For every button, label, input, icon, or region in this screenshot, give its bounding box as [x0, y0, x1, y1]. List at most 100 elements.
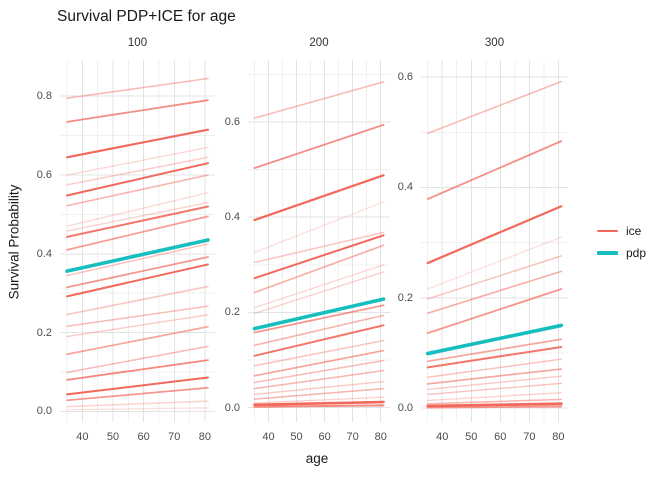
ice-line	[426, 205, 563, 265]
ice-line	[66, 325, 209, 356]
pdp-line-swatch	[597, 251, 618, 255]
ice-line	[253, 81, 385, 119]
ice-line	[65, 128, 210, 159]
chart-title: Survival PDP+ICE for age	[57, 8, 236, 25]
ice-line	[66, 205, 209, 238]
facet-label-300: 300	[484, 37, 505, 49]
ice-line	[426, 405, 563, 409]
x-tick-label: 60	[318, 431, 331, 443]
legend-label-pdp: pdp	[626, 246, 647, 260]
ice-line	[66, 285, 209, 316]
legend-item-ice: ice	[597, 220, 646, 242]
ice-line	[66, 359, 209, 381]
y-tick-label: 0.8	[36, 90, 52, 103]
pdp-line	[65, 238, 210, 273]
y-tick-label: 0.4	[397, 181, 413, 194]
x-tick-label: 50	[465, 431, 478, 443]
x-tick-label: 50	[290, 431, 303, 443]
x-tick-label: 60	[494, 431, 507, 443]
y-tick-label: 0.6	[397, 71, 413, 84]
pdp-line	[425, 323, 564, 356]
ice-line	[426, 140, 563, 200]
ice-line	[253, 174, 385, 222]
ice-line	[66, 256, 209, 289]
ice-line	[66, 345, 209, 374]
ice-line	[66, 99, 209, 123]
ice-line	[253, 314, 385, 347]
y-tick-label: 0.0	[36, 405, 52, 418]
x-tick-label: 80	[198, 431, 212, 443]
ice-line	[66, 174, 209, 207]
ice-line	[66, 215, 209, 251]
ice-line	[426, 270, 563, 315]
y-tick-label: 0.4	[224, 211, 240, 224]
ice-line	[253, 324, 385, 357]
ice-line	[253, 304, 385, 334]
x-tick-label: 70	[523, 431, 536, 443]
ice-line	[426, 255, 563, 300]
x-tick-label: 70	[168, 431, 181, 443]
y-tick-label: 0.4	[36, 247, 52, 260]
y-tick-label: 0.6	[36, 169, 52, 182]
ice-line	[426, 338, 563, 363]
facet-panel-300	[421, 60, 568, 422]
ice-line	[66, 156, 209, 186]
ice-line	[253, 231, 385, 264]
ice-line	[66, 243, 209, 277]
ice-line	[253, 339, 385, 367]
y-tick-label: 0.0	[397, 402, 413, 415]
ice-line	[253, 271, 385, 315]
x-tick-label: 50	[106, 431, 120, 443]
x-tick-label: 70	[346, 431, 359, 443]
ice-line	[66, 146, 209, 176]
y-axis-title: Survival Probability	[6, 184, 22, 300]
ice-line	[253, 380, 385, 396]
ice-line	[66, 376, 209, 396]
ice-line	[426, 80, 563, 135]
ice-line	[66, 192, 209, 227]
ice-line	[66, 263, 209, 298]
x-tick-label: 60	[137, 431, 150, 443]
y-tick-label: 0.0	[224, 401, 240, 414]
y-tick-label: 0.6	[224, 115, 240, 128]
facet-panel-200	[248, 60, 390, 422]
x-axis-title: age	[305, 451, 329, 466]
ice-line	[426, 288, 563, 335]
x-tick-label: 80	[552, 431, 565, 443]
ice-line	[253, 244, 385, 294]
ice-line	[66, 386, 209, 402]
legend-label-ice: ice	[626, 224, 642, 238]
ice-line	[253, 369, 385, 390]
ice-line	[253, 387, 385, 400]
ice-line	[253, 349, 385, 377]
x-tick-label: 40	[262, 431, 275, 443]
ice-line	[253, 404, 385, 408]
facet-panel-100	[60, 60, 215, 422]
ice-line	[66, 305, 209, 328]
ice-line	[426, 368, 563, 385]
ice-line	[426, 375, 563, 391]
ice-line	[66, 407, 209, 411]
y-tick-label: 0.2	[224, 306, 240, 319]
x-tick-label: 80	[374, 431, 387, 443]
ice-line	[426, 402, 563, 408]
ice-line	[66, 400, 209, 408]
ice-line	[66, 314, 209, 338]
facet-label-100: 100	[127, 37, 148, 49]
x-tick-label: 40	[436, 431, 449, 443]
ice-line-swatch	[597, 230, 618, 232]
ice-line	[66, 77, 209, 100]
facet-label-200: 200	[309, 37, 329, 49]
ice-line	[426, 392, 563, 402]
ice-line	[426, 345, 563, 369]
ice-line	[426, 398, 563, 405]
ice-line	[253, 400, 385, 407]
ice-line	[253, 359, 385, 384]
ice-line	[66, 201, 209, 232]
ice-line	[66, 162, 209, 197]
y-tick-label: 0.2	[36, 326, 52, 339]
pdp-line	[252, 297, 386, 331]
ice-line	[253, 201, 385, 254]
ice-line	[253, 264, 385, 309]
